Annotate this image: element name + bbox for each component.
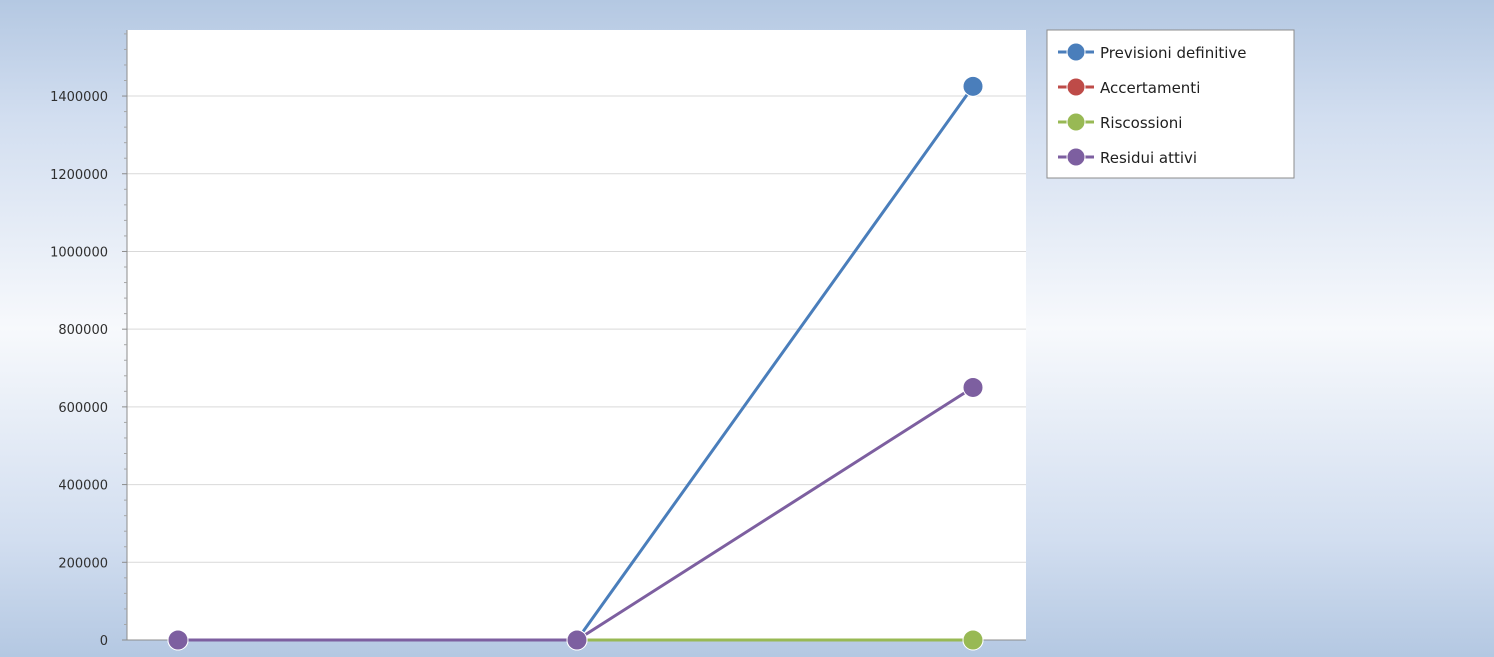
y-tick-label: 400000 — [58, 479, 108, 494]
y-tick-label: 1200000 — [50, 168, 108, 183]
legend-item: Residui attivi — [1058, 147, 1197, 167]
y-tick-label: 0 — [100, 634, 108, 649]
series-lines — [167, 75, 984, 651]
legend-label: Previsioni definitive — [1100, 44, 1247, 62]
y-tick-label: 200000 — [58, 556, 108, 571]
legend-marker — [1066, 147, 1086, 167]
data-point — [962, 75, 984, 97]
legend-label: Accertamenti — [1100, 79, 1200, 97]
data-point — [167, 629, 189, 651]
data-point — [962, 376, 984, 398]
legend-item: Previsioni definitive — [1058, 42, 1247, 62]
legend-label: Residui attivi — [1100, 149, 1197, 167]
y-tick-label: 1000000 — [50, 245, 108, 260]
y-axis-ticks: 0 200000 400000 600000 800000 1000000 1200000 1… — [50, 33, 127, 649]
y-tick-label: 600000 — [58, 401, 108, 416]
y-tick-label: 800000 — [58, 323, 108, 338]
legend-box — [1046, 29, 1295, 179]
legend-item: Riscossioni — [1058, 112, 1182, 132]
legend-marker — [1066, 112, 1086, 132]
data-point — [566, 629, 588, 651]
plot-area — [127, 30, 1026, 640]
legend-item: Accertamenti — [1058, 77, 1200, 97]
y-tick-label: 1400000 — [50, 90, 108, 105]
legend-label: Riscossioni — [1100, 114, 1182, 132]
series-3 — [167, 376, 984, 651]
legend: Previsioni definitive Accertamenti Riscoss… — [1046, 29, 1295, 179]
legend-marker — [1066, 42, 1086, 62]
legend-marker — [1066, 77, 1086, 97]
data-point — [962, 629, 984, 651]
gridlines — [127, 95, 1026, 563]
